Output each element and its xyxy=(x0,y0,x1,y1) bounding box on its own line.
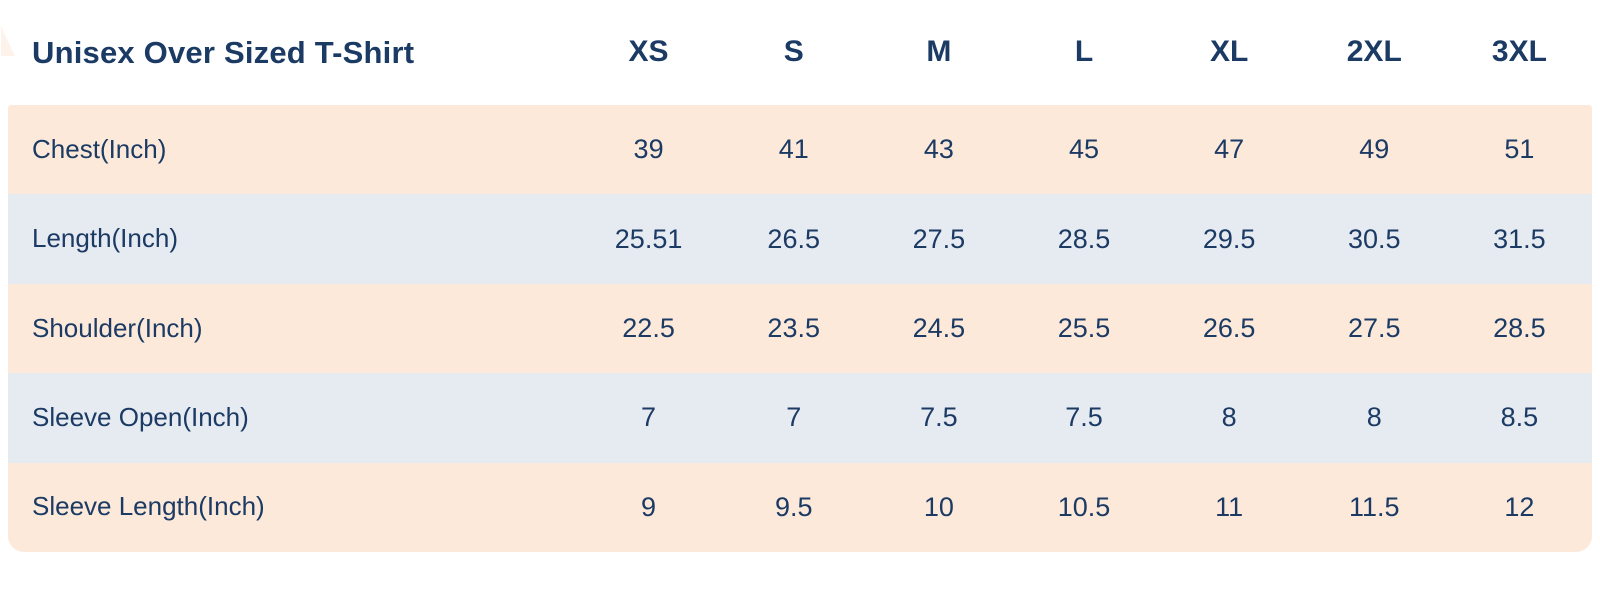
table-body: Chest(Inch) 39 41 43 45 47 49 51 Length(… xyxy=(8,105,1592,552)
cell-sleeve-open-s: 7 xyxy=(786,402,802,433)
cell-sleeve-length-2xl: 11.5 xyxy=(1349,491,1400,522)
cell-sleeve-open-l: 7.5 xyxy=(1065,402,1103,433)
row-label-shoulder: Shoulder(Inch) xyxy=(32,312,203,343)
cell-chest-s: 41 xyxy=(778,134,809,165)
cell-shoulder-l: 25.5 xyxy=(1057,312,1111,343)
cell-shoulder-m: 24.5 xyxy=(912,312,966,343)
cell-length-s: 26.5 xyxy=(767,223,820,254)
cell-length-m: 27.5 xyxy=(912,223,966,254)
cell-length-2xl: 30.5 xyxy=(1347,223,1401,254)
table-row-shoulder: Shoulder(Inch) 22.5 23.5 24.5 25.5 26.5 … xyxy=(8,283,1592,374)
row-label-chest: Chest(Inch) xyxy=(32,133,167,164)
cell-sleeve-open-3xl: 8.5 xyxy=(1500,402,1539,433)
row-label-sleeve-open: Sleeve Open(Inch) xyxy=(32,401,249,432)
table-row-sleeve-length: Sleeve Length(Inch) 9 9.5 10 10.5 11 11.… xyxy=(8,462,1592,552)
table-header-row: Unisex Over Sized T-Shirt XS S M L XL 2X… xyxy=(8,0,1592,105)
column-header-l: L xyxy=(1074,35,1094,69)
cell-sleeve-open-xs: 7 xyxy=(641,402,657,433)
cell-length-3xl: 31.5 xyxy=(1493,223,1546,254)
chart-title: Unisex Over Sized T-Shirt xyxy=(32,34,415,70)
cell-chest-xs: 39 xyxy=(633,134,664,165)
cell-chest-l: 45 xyxy=(1068,134,1100,165)
cell-sleeve-open-m: 7.5 xyxy=(920,402,958,433)
cell-sleeve-length-xs: 9 xyxy=(641,491,657,522)
cell-sleeve-length-3xl: 12 xyxy=(1504,491,1535,522)
column-header-2xl: 2XL xyxy=(1346,35,1402,69)
cell-shoulder-3xl: 28.5 xyxy=(1493,312,1546,343)
column-header-xs: XS xyxy=(628,35,669,69)
cell-sleeve-open-2xl: 8 xyxy=(1366,402,1382,433)
cell-chest-2xl: 49 xyxy=(1359,134,1390,165)
cell-length-xs: 25.51 xyxy=(614,223,683,254)
column-header-s: S xyxy=(783,35,804,69)
cell-length-xl: 29.5 xyxy=(1202,223,1256,254)
cell-chest-3xl: 51 xyxy=(1504,134,1535,165)
cell-sleeve-open-xl: 8 xyxy=(1221,402,1237,433)
cell-shoulder-2xl: 27.5 xyxy=(1347,312,1401,343)
cell-shoulder-xs: 22.5 xyxy=(622,312,675,343)
row-label-sleeve-length: Sleeve Length(Inch) xyxy=(32,491,265,522)
cell-sleeve-length-m: 10 xyxy=(923,491,954,522)
cell-chest-xl: 47 xyxy=(1214,134,1245,165)
cell-shoulder-xl: 26.5 xyxy=(1202,312,1256,343)
table-row-chest: Chest(Inch) 39 41 43 45 47 49 51 xyxy=(8,105,1592,195)
cell-sleeve-length-s: 9.5 xyxy=(774,491,813,522)
column-header-3xl: 3XL xyxy=(1491,35,1547,69)
row-label-length: Length(Inch) xyxy=(32,223,178,254)
cell-chest-m: 43 xyxy=(923,134,954,165)
column-header-m: M xyxy=(926,35,952,69)
cell-sleeve-length-l: 10.5 xyxy=(1057,491,1111,522)
cell-length-l: 28.5 xyxy=(1057,223,1111,254)
table-row-length: Length(Inch) 25.51 26.5 27.5 28.5 29.5 3… xyxy=(8,194,1592,284)
column-header-xl: XL xyxy=(1209,35,1249,69)
table-row-sleeve-open: Sleeve Open(Inch) 7 7 7.5 7.5 8 8 8.5 xyxy=(8,373,1592,463)
cell-sleeve-length-xl: 11 xyxy=(1215,491,1244,522)
cell-shoulder-s: 23.5 xyxy=(767,312,820,343)
